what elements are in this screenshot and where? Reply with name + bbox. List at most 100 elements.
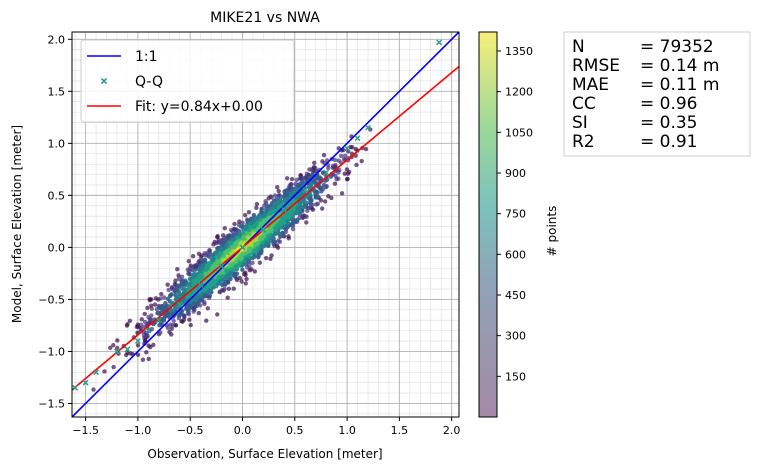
density-point (286, 211, 291, 216)
density-point (254, 201, 260, 207)
density-point (321, 182, 327, 188)
density-point (226, 286, 232, 291)
density-point (217, 275, 222, 280)
density-point (286, 236, 291, 241)
density-point (310, 207, 316, 212)
qq-marker (354, 135, 361, 142)
density-point (142, 311, 147, 317)
stat-label: RMSE (572, 56, 620, 76)
stat-value: = 0.96 (640, 94, 698, 114)
density-point (314, 202, 319, 207)
density-point (193, 264, 198, 269)
density-point (292, 218, 298, 223)
density-point (228, 241, 233, 246)
x-axis-ticks: −1.5 −1.0 −0.5 0.0 0.5 1.0 1.5 2.0 (72, 417, 460, 437)
density-point (165, 313, 171, 318)
density-point (192, 301, 197, 306)
legend-1to1-label: 1:1 (135, 49, 158, 65)
density-point (170, 323, 176, 328)
stats-box: N = 79352 RMSE = 0.14 m MAE = 0.11 m CC = 0.96 S… (563, 31, 751, 157)
density-point (239, 279, 244, 284)
density-point (125, 322, 130, 327)
density-point (247, 263, 252, 268)
density-point (199, 297, 204, 302)
colorbar-tick-label: 300 (505, 330, 526, 343)
density-point (158, 296, 163, 301)
density-point (190, 275, 195, 280)
density-point (250, 255, 255, 261)
density-point (346, 169, 352, 175)
density-point (319, 206, 325, 211)
density-point (256, 255, 261, 260)
density-point (251, 212, 257, 218)
density-point (205, 306, 211, 311)
density-point (186, 311, 192, 317)
chart-title: MIKE21 vs NWA (210, 10, 320, 26)
density-point (206, 289, 211, 294)
density-point (304, 220, 309, 225)
density-point (336, 176, 341, 181)
qq-marker (239, 244, 246, 251)
density-point (233, 230, 239, 236)
density-point (326, 194, 331, 199)
qq-marker (124, 346, 131, 353)
density-point (207, 248, 212, 253)
qq-marker (82, 379, 89, 386)
density-point (348, 144, 353, 150)
density-point (111, 364, 116, 370)
density-point (252, 269, 258, 274)
density-point (303, 175, 309, 180)
stat-label: CC (572, 94, 596, 114)
density-point (211, 256, 216, 261)
density-point (171, 318, 176, 324)
density-point (215, 233, 220, 239)
density-point (135, 352, 141, 358)
density-point (234, 271, 240, 276)
stats-rows: N = 79352 RMSE = 0.14 m MAE = 0.11 m CC = 0.96 S… (572, 37, 719, 152)
density-point (296, 183, 302, 189)
colorbar: 150 300 450 600 750 900 1050 1200 1350 # points (478, 31, 559, 418)
density-point (363, 146, 369, 152)
density-point (140, 357, 146, 362)
x-tick-label: 2.0 (443, 424, 461, 437)
legend-qq-label: Q-Q (135, 74, 163, 90)
x-tick-label: 0.0 (234, 424, 252, 437)
density-point (217, 253, 223, 258)
qq-marker (93, 369, 99, 376)
density-point (309, 197, 314, 203)
density-point (263, 237, 269, 242)
density-point (144, 350, 149, 355)
density-point (339, 191, 345, 196)
stat-value: = 0.11 m (640, 75, 719, 95)
density-point (245, 235, 251, 240)
density-point (196, 293, 201, 298)
density-point (232, 244, 238, 249)
density-point (176, 273, 181, 278)
density-point (186, 258, 191, 264)
colorbar-tick-label: 1350 (505, 45, 533, 58)
density-point (180, 286, 185, 292)
density-point (272, 231, 278, 237)
density-point (333, 162, 338, 168)
y-tick-label: −1.0 (38, 345, 65, 358)
density-point (214, 283, 219, 289)
density-point (234, 276, 239, 281)
legend: 1:1 Q-Q Fit: y=0.84x+0.00 (80, 39, 295, 123)
density-point (202, 293, 207, 298)
stat-label: MAE (572, 75, 609, 95)
density-point (280, 231, 286, 236)
density-point (161, 316, 167, 322)
qq-marker (114, 348, 120, 355)
density-point (260, 244, 265, 249)
density-point (149, 297, 154, 302)
density-point (259, 236, 264, 242)
density-point (271, 240, 276, 245)
density-point (251, 223, 257, 229)
density-point (149, 303, 154, 308)
colorbar-gradient (478, 31, 498, 418)
density-point (308, 201, 313, 207)
density-point (135, 324, 141, 329)
density-point (128, 351, 133, 356)
density-point (257, 213, 262, 219)
density-point (111, 342, 116, 348)
